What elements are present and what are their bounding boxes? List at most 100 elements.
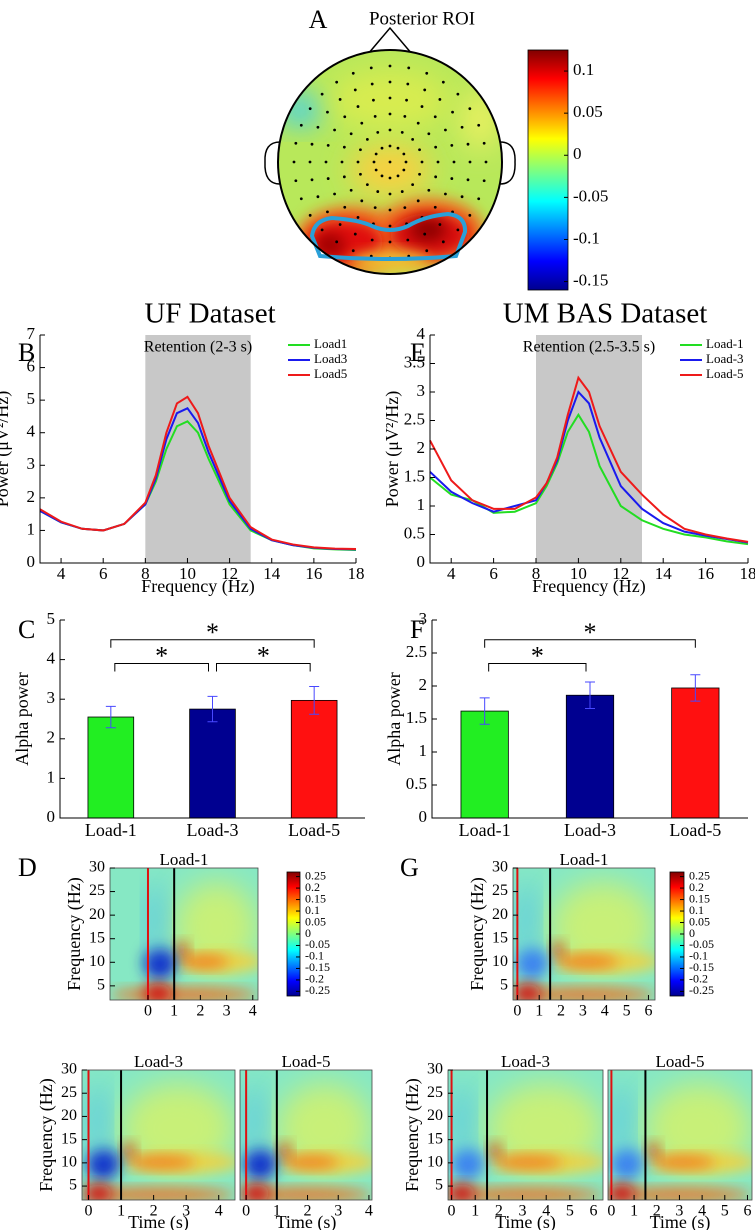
electrode: [450, 177, 454, 180]
colorbar-tick-label: -0.05: [573, 186, 608, 205]
electrode: [420, 160, 424, 164]
electrode: [388, 240, 392, 244]
tf-blob: [240, 1188, 372, 1200]
electrode: [482, 179, 486, 183]
y-tick-label: 0: [417, 552, 426, 571]
x-tick-label: 3: [579, 1003, 587, 1020]
y-tick-label: 15: [89, 929, 105, 946]
electrode: [342, 175, 346, 179]
electrode: [308, 107, 312, 111]
electrode: [369, 66, 373, 70]
colorbar-tick-label: -0.15: [689, 960, 714, 974]
tf-image: [448, 1070, 603, 1200]
x-tick-label: 6: [489, 564, 498, 583]
x-tick-label: Load-1: [85, 820, 137, 840]
electrode: [340, 160, 344, 164]
x-tick-label: 5: [623, 1003, 631, 1020]
colorbar-tick-label: 0.05: [305, 914, 326, 928]
electrode: [333, 128, 336, 132]
x-tick-label: 1: [117, 1203, 125, 1220]
electrode: [418, 148, 421, 152]
chart-title: Load-1: [559, 850, 608, 869]
electrode: [451, 110, 454, 114]
y-tick-label: 1: [417, 495, 426, 514]
y-tick-label: 30: [492, 859, 508, 876]
y-tick-label: 5: [47, 609, 56, 628]
colorbar-tick-label: -0.1: [305, 949, 324, 963]
significance-bracket: [216, 663, 311, 672]
y-tick-label: 5: [500, 977, 508, 994]
y-tick-label: 2.5: [406, 642, 427, 661]
topomap-title: Posterior ROI: [369, 8, 475, 29]
ear: [264, 141, 281, 185]
electrode: [427, 132, 431, 136]
colorbar-tick-label: -0.2: [689, 972, 708, 986]
y-axis-label: Frequency (Hz): [36, 1078, 57, 1191]
x-tick-label: 1: [273, 1203, 281, 1220]
legend-label: Load1: [314, 336, 347, 351]
y-tick-label: 25: [89, 882, 105, 899]
x-tick-label: 4: [601, 1003, 609, 1020]
colorbar-tick-label: 0.2: [689, 880, 704, 894]
x-tick-label: 6: [99, 564, 108, 583]
nose: [367, 26, 413, 55]
series-line: [429, 412, 749, 546]
tf-blob: [645, 1083, 752, 1174]
tf-blob: [84, 1184, 113, 1200]
series-line: [429, 390, 749, 544]
topomap-blob: [350, 252, 430, 272]
electrode: [396, 174, 400, 178]
tf-blob: [513, 984, 542, 1000]
significance-bracket: [484, 639, 696, 648]
panel-letter: F: [410, 615, 424, 644]
electrode: [356, 216, 360, 219]
tf-blob: [650, 1155, 715, 1169]
legend-label: Load-3: [706, 351, 744, 366]
electrode: [380, 146, 384, 150]
tf-image: [110, 868, 258, 1000]
x-tick-label: 12: [612, 564, 629, 583]
ear: [499, 141, 516, 185]
y-tick-label: 1.5: [406, 708, 427, 727]
y-tick-label: 30: [427, 1061, 443, 1078]
electrode: [406, 82, 410, 86]
colorbar-tick-label: -0.05: [305, 937, 330, 951]
electrode: [351, 71, 355, 75]
tf-blob: [281, 1155, 339, 1169]
electrode: [411, 183, 415, 187]
y-tick-label: 3: [47, 688, 56, 707]
electrode: [376, 131, 380, 134]
panel-letter: B: [18, 338, 35, 367]
electrode: [441, 240, 445, 244]
electrode: [456, 228, 460, 232]
significance-bracket: [110, 639, 315, 648]
tf-blob: [247, 1083, 264, 1161]
electrode: [326, 177, 330, 180]
y-tick-label: 5: [69, 1177, 77, 1194]
y-axis-label: Alpha power: [384, 672, 404, 765]
electrode: [294, 141, 298, 145]
electrode: [338, 223, 342, 226]
dataset-title: UM BAS Dataset: [503, 298, 708, 330]
roi-outline: [309, 211, 468, 261]
panel-letter: G: [400, 853, 419, 882]
tf-blob: [608, 1188, 752, 1200]
y-tick-label: 15: [427, 1130, 443, 1147]
shaded-region: [536, 335, 642, 563]
tf-blob: [448, 1184, 476, 1200]
colorbar-tick-label: 0: [573, 144, 582, 163]
electrode: [310, 178, 314, 182]
x-tick-label: 2: [196, 1003, 204, 1020]
x-tick-label: 1: [630, 1203, 638, 1220]
x-tick-label: 0: [513, 1003, 521, 1020]
electrode: [434, 145, 438, 149]
y-tick-label: 1: [27, 519, 36, 538]
x-tick-label: 12: [221, 564, 238, 583]
electrode: [416, 121, 420, 125]
electrode: [335, 240, 339, 244]
electrode: [359, 172, 362, 176]
x-tick-label: 2: [304, 1203, 312, 1220]
tf-blob: [143, 984, 172, 1000]
colorbar-tick-label: -0.1: [689, 949, 708, 963]
bar: [189, 708, 236, 819]
